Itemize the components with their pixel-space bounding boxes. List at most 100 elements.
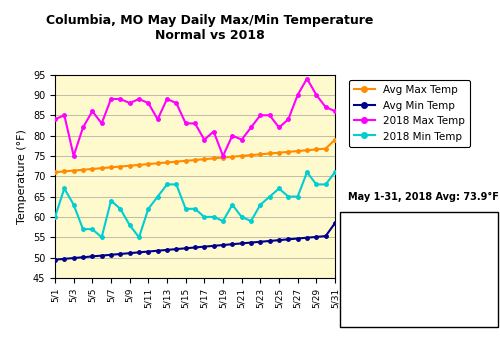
Avg Min Temp — [62, 257, 68, 261]
Avg Min Temp — [174, 247, 180, 251]
2018 Max Temp — [210, 129, 216, 134]
2018 Max Temp — [322, 105, 328, 109]
Avg Min Temp — [108, 253, 114, 257]
2018 Max Temp — [258, 113, 264, 117]
Text: Top 5 Warmest May 1-31: Top 5 Warmest May 1-31 — [346, 222, 491, 232]
2018 Max Temp — [202, 138, 207, 142]
2018 Max Temp — [276, 125, 282, 129]
Avg Max Temp — [276, 151, 282, 155]
Avg Min Temp — [220, 243, 226, 247]
Avg Max Temp — [248, 153, 254, 157]
Avg Min Temp — [126, 251, 132, 255]
2018 Min Temp — [314, 182, 320, 186]
Avg Min Temp — [202, 245, 207, 249]
2018 Min Temp — [276, 186, 282, 191]
Text: 1896:  71.2: 1896: 71.2 — [389, 272, 448, 282]
2018 Min Temp — [154, 195, 160, 199]
Avg Max Temp — [126, 164, 132, 168]
Avg Max Temp — [136, 163, 142, 167]
Avg Min Temp — [146, 250, 152, 254]
2018 Min Temp — [80, 227, 86, 231]
Text: 2018: 73.9°F: 2018: 73.9°F — [385, 237, 452, 246]
Avg Max Temp — [154, 161, 160, 165]
2018 Min Temp — [230, 203, 235, 207]
2018 Min Temp — [90, 227, 96, 231]
Avg Max Temp — [220, 156, 226, 160]
Line: 2018 Max Temp: 2018 Max Temp — [54, 77, 337, 158]
2018 Max Temp — [80, 125, 86, 129]
Avg Min Temp — [276, 238, 282, 242]
2018 Max Temp — [164, 97, 170, 101]
Avg Max Temp — [52, 170, 58, 174]
Line: 2018 Min Temp: 2018 Min Temp — [54, 171, 337, 239]
Avg Max Temp — [322, 146, 328, 151]
Legend: Avg Max Temp, Avg Min Temp, 2018 Max Temp, 2018 Min Temp: Avg Max Temp, Avg Min Temp, 2018 Max Tem… — [348, 80, 470, 147]
2018 Min Temp — [70, 203, 76, 207]
Avg Max Temp — [304, 148, 310, 152]
2018 Min Temp — [332, 170, 338, 174]
Y-axis label: Temperature (°F): Temperature (°F) — [17, 129, 27, 224]
Text: Columbia, MO May Daily Max/Min Temperature
Normal vs 2018: Columbia, MO May Daily Max/Min Temperatu… — [46, 14, 374, 42]
Avg Max Temp — [90, 167, 96, 171]
Avg Max Temp — [118, 164, 124, 168]
Avg Max Temp — [70, 168, 76, 173]
2018 Max Temp — [248, 125, 254, 129]
Avg Max Temp — [210, 156, 216, 160]
2018 Min Temp — [182, 207, 188, 211]
Text: 2012:  70.5: 2012: 70.5 — [389, 307, 448, 317]
Avg Min Temp — [266, 239, 272, 243]
Text: 1965:  70.7: 1965: 70.7 — [389, 290, 448, 299]
2018 Max Temp — [286, 117, 292, 121]
Avg Max Temp — [230, 155, 235, 159]
2018 Min Temp — [164, 182, 170, 186]
2018 Min Temp — [220, 219, 226, 223]
2018 Max Temp — [314, 93, 320, 97]
Avg Max Temp — [258, 152, 264, 156]
2018 Min Temp — [304, 170, 310, 174]
Avg Min Temp — [90, 254, 96, 258]
2018 Min Temp — [202, 215, 207, 219]
Avg Min Temp — [210, 244, 216, 248]
2018 Max Temp — [98, 121, 104, 125]
Avg Max Temp — [332, 138, 338, 142]
2018 Max Temp — [238, 138, 244, 142]
2018 Max Temp — [192, 121, 198, 125]
Line: Avg Min Temp: Avg Min Temp — [54, 221, 337, 261]
2018 Min Temp — [210, 215, 216, 219]
2018 Min Temp — [146, 207, 152, 211]
Avg Max Temp — [146, 162, 152, 166]
Avg Min Temp — [314, 235, 320, 239]
2018 Min Temp — [192, 207, 198, 211]
Avg Max Temp — [62, 170, 68, 174]
2018 Min Temp — [174, 182, 180, 186]
Avg Min Temp — [332, 221, 338, 225]
2018 Min Temp — [258, 203, 264, 207]
2018 Min Temp — [108, 199, 114, 203]
Avg Min Temp — [98, 254, 104, 258]
Avg Min Temp — [52, 258, 58, 262]
Avg Max Temp — [174, 160, 180, 164]
Avg Max Temp — [182, 159, 188, 163]
Avg Min Temp — [258, 240, 264, 244]
Avg Min Temp — [154, 249, 160, 253]
Avg Min Temp — [118, 252, 124, 256]
Avg Min Temp — [164, 248, 170, 252]
Text: Dept. from Norm: + 9.9°: Dept. from Norm: + 9.9° — [354, 214, 487, 224]
2018 Max Temp — [146, 101, 152, 105]
2018 Max Temp — [62, 113, 68, 117]
Avg Min Temp — [294, 237, 300, 241]
Text: 1962:  72.8: 1962: 72.8 — [389, 254, 448, 264]
Avg Min Temp — [248, 241, 254, 245]
2018 Max Temp — [52, 117, 58, 121]
Avg Min Temp — [136, 250, 142, 254]
2018 Min Temp — [62, 186, 68, 191]
Avg Min Temp — [304, 236, 310, 240]
Avg Max Temp — [202, 157, 207, 161]
2018 Min Temp — [136, 235, 142, 239]
2018 Max Temp — [108, 97, 114, 101]
2018 Max Temp — [220, 154, 226, 158]
2018 Min Temp — [294, 195, 300, 199]
2018 Min Temp — [238, 215, 244, 219]
Avg Max Temp — [238, 154, 244, 158]
Avg Max Temp — [266, 152, 272, 156]
